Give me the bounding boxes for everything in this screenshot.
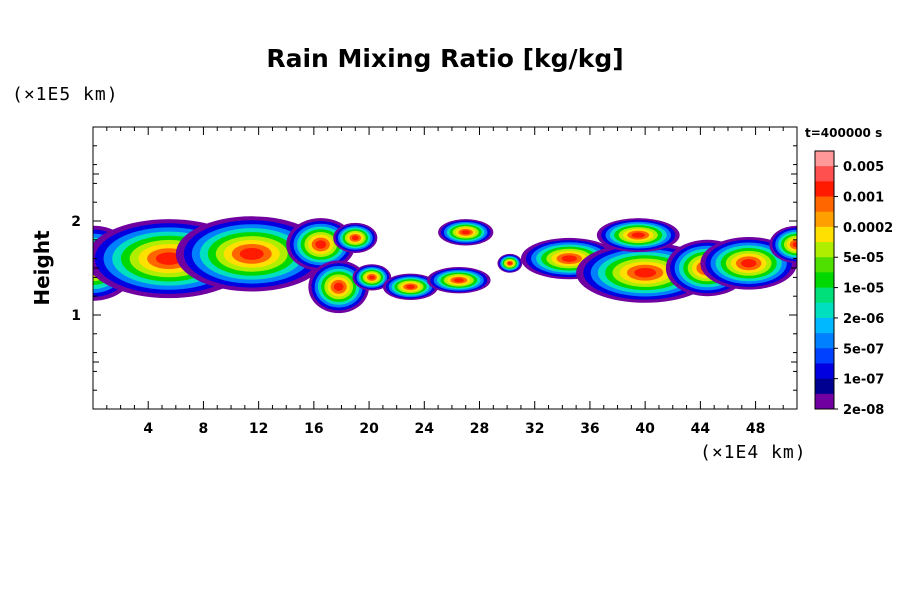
rain-cell xyxy=(427,267,491,294)
colorbar-swatch xyxy=(815,226,834,243)
x-tick-label: 24 xyxy=(415,421,435,437)
colorbar-swatch xyxy=(815,333,834,349)
colorbar-frame xyxy=(814,150,835,410)
colorbar-swatch xyxy=(815,378,834,395)
colorbar-swatch xyxy=(815,166,834,182)
rain-contour-level xyxy=(333,282,344,291)
colorbar: 0.005 0.001 0.0002 5e-05 1e-05 2e-06 5e-07 1e-0… xyxy=(814,150,893,418)
colorbar-label: 0.0002 xyxy=(843,221,893,236)
colorbar-swatch xyxy=(815,317,834,334)
x-tick-label: 48 xyxy=(746,421,765,437)
y-axis-unit: (×1E5 km) xyxy=(12,84,119,105)
x-tick-label: 44 xyxy=(691,421,711,437)
y-tick-label: 2 xyxy=(71,214,81,230)
y-axis: 12 xyxy=(71,145,797,391)
colorbar-swatch xyxy=(815,151,834,167)
rain-contour-level xyxy=(368,275,375,280)
rain-contour-level xyxy=(461,230,471,235)
rain-cell xyxy=(497,253,523,273)
rain-contour-level xyxy=(634,267,657,278)
colorbar-label: 1e-07 xyxy=(843,373,884,388)
rain-contour-level xyxy=(155,252,182,265)
y-tick-label: 1 xyxy=(71,308,81,324)
x-axis-unit: (×1E4 km) xyxy=(700,442,807,463)
chart-title: Rain Mixing Ratio [kg/kg] xyxy=(266,44,624,73)
x-tick-label: 28 xyxy=(470,421,489,437)
colorbar-label: 5e-05 xyxy=(843,251,884,266)
colorbar-swatch xyxy=(815,302,834,319)
colorbar-swatch xyxy=(815,272,834,289)
rain-cell xyxy=(520,237,618,280)
rain-cell xyxy=(333,222,378,253)
colorbar-label: 0.005 xyxy=(843,160,884,175)
colorbar-swatch xyxy=(815,287,834,304)
colorbar-label: 2e-06 xyxy=(843,312,884,327)
x-tick-label: 40 xyxy=(635,421,655,437)
colorbar-label: 5e-07 xyxy=(843,342,884,357)
rain-cell xyxy=(769,225,797,264)
time-label: t=400000 s xyxy=(805,126,883,140)
rain-contour-level xyxy=(561,255,577,262)
rain-contour-level xyxy=(351,235,359,241)
rain-cell xyxy=(352,264,392,291)
x-axis: 4 8 12 16 20 24 28 32 36 40 44 48 xyxy=(106,127,784,437)
x-tick-label: 16 xyxy=(304,421,323,437)
colorbar-swatch xyxy=(815,348,834,364)
colorbar-swatch xyxy=(815,257,834,273)
rain-contour-level xyxy=(315,240,327,249)
rain-contour-level xyxy=(507,261,512,265)
colorbar-swatch xyxy=(815,196,834,213)
colorbar-swatch xyxy=(815,181,834,198)
x-tick-label: 8 xyxy=(199,421,209,437)
colorbar-label: 1e-05 xyxy=(843,282,884,297)
colorbar-swatch xyxy=(815,242,834,258)
colorbar-swatch xyxy=(815,363,834,380)
rain-contour-level xyxy=(631,232,645,238)
rain-contour-level xyxy=(741,259,757,268)
x-tick-label: 36 xyxy=(580,421,599,437)
x-tick-label: 4 xyxy=(143,421,153,437)
x-tick-label: 20 xyxy=(359,421,379,437)
rain-contour-level xyxy=(792,241,797,248)
rain-cell xyxy=(382,273,439,300)
rain-cell xyxy=(438,219,494,246)
colorbar-label: 0.001 xyxy=(843,191,884,206)
colorbar-swatch xyxy=(815,393,834,410)
rain-contour-level xyxy=(453,278,464,283)
x-tick-label: 12 xyxy=(249,421,268,437)
colorbar-swatch xyxy=(815,211,834,228)
rain-field xyxy=(93,216,797,314)
x-tick-label: 32 xyxy=(525,421,544,437)
rain-cell xyxy=(700,236,797,290)
rain-cell xyxy=(596,218,680,253)
rain-contour-level xyxy=(239,247,264,260)
rain-contour-level xyxy=(406,284,415,289)
colorbar-label: 2e-08 xyxy=(843,403,884,418)
